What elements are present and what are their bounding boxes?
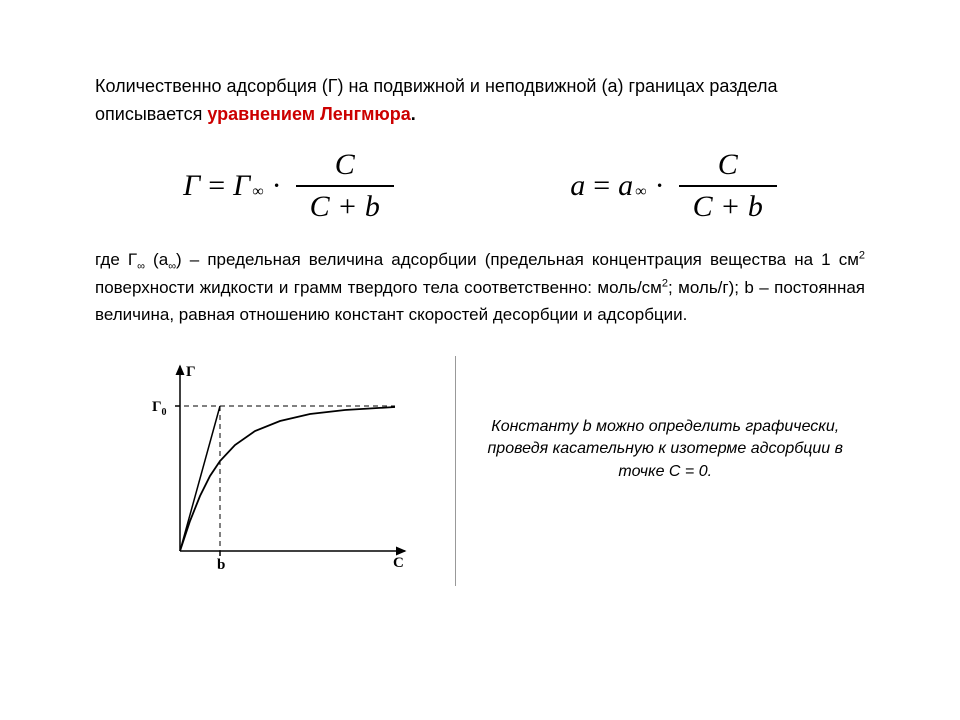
desc-t3: ) – предельная величина адсорбции (преде… [176,250,859,269]
desc-sub2: ∞ [168,260,176,272]
eq2-fraction: C C + b [679,147,777,225]
dot-operator: · [272,169,282,203]
intro-paragraph: Количественно адсорбция (Г) на подвижной… [95,73,865,129]
eq1-denom: C + b [296,189,394,225]
equals-sign: = [208,169,225,203]
adsorption-isotherm-chart: Г С Г0 b [135,356,415,576]
svg-text:Г: Г [186,364,196,380]
lower-row: Г С Г0 b Константу b можно определить графи… [95,356,865,586]
eq1-lhs: Г [183,169,200,203]
equation-2: a = a∞ · C C + b [570,147,777,225]
equals-sign: = [593,169,610,203]
description-paragraph: где Г∞ (а∞) – предельная величина адсорб… [95,247,865,328]
svg-text:С: С [393,555,404,571]
eq1-fraction: C C + b [296,147,394,225]
desc-t1: где Г [95,250,137,269]
eq2-denom: C + b [679,189,777,225]
note-text: Константу b можно определить графически,… [487,418,843,480]
eq1-numer: C [321,147,369,183]
eq2-rhs-sub: ∞ [635,183,646,201]
fraction-bar [296,185,394,187]
intro-highlight: уравнением Ленгмюра [207,104,410,124]
chart-column: Г С Г0 b [95,356,456,586]
eq2-rhs-sym: a [618,169,633,203]
desc-sup1: 2 [859,249,865,261]
eq1-rhs-sub: ∞ [252,183,263,201]
note-column: Константу b можно определить графически,… [456,356,866,483]
desc-t2: (а [145,250,168,269]
desc-t4: поверхности жидкости и грамм твердого те… [95,278,662,297]
eq2-numer: C [704,147,752,183]
equation-1: Г = Г∞ · C C + b [183,147,394,225]
equations-row: Г = Г∞ · C C + b a = a∞ · C C + b [95,147,865,225]
intro-text-1: Количественно адсорбция (Г) на подвижной… [95,76,777,124]
dot-operator: · [655,169,665,203]
desc-sub1: ∞ [137,260,145,272]
fraction-bar [679,185,777,187]
svg-text:Г0: Г0 [152,399,167,418]
eq2-lhs: a [570,169,585,203]
svg-text:b: b [217,557,225,573]
eq1-rhs-sym: Г [233,169,250,203]
intro-text-2: . [411,104,416,124]
